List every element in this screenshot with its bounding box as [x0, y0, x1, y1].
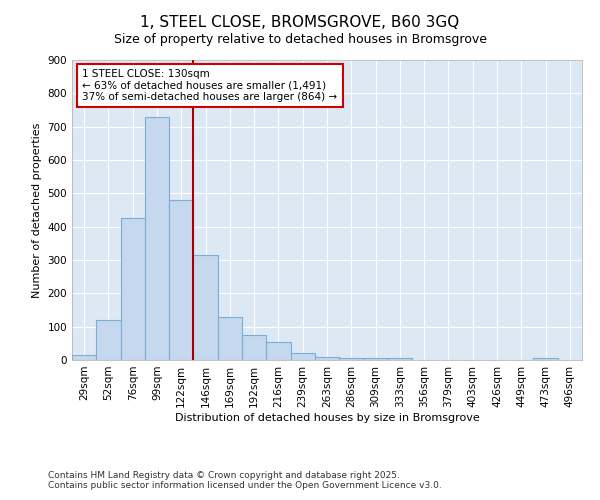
Bar — [72, 355, 96, 360]
Bar — [218, 316, 242, 360]
Bar — [266, 342, 290, 360]
Y-axis label: Number of detached properties: Number of detached properties — [32, 122, 42, 298]
Text: Size of property relative to detached houses in Bromsgrove: Size of property relative to detached ho… — [113, 32, 487, 46]
Bar — [290, 354, 315, 360]
Text: 1, STEEL CLOSE, BROMSGROVE, B60 3GQ: 1, STEEL CLOSE, BROMSGROVE, B60 3GQ — [140, 15, 460, 30]
Text: Contains HM Land Registry data © Crown copyright and database right 2025.
Contai: Contains HM Land Registry data © Crown c… — [48, 470, 442, 490]
Bar — [145, 116, 169, 360]
Bar — [533, 358, 558, 360]
Bar — [193, 255, 218, 360]
Bar — [364, 358, 388, 360]
Bar — [315, 356, 339, 360]
Bar — [169, 200, 193, 360]
Bar — [121, 218, 145, 360]
Text: 1 STEEL CLOSE: 130sqm
← 63% of detached houses are smaller (1,491)
37% of semi-d: 1 STEEL CLOSE: 130sqm ← 63% of detached … — [82, 69, 337, 102]
Bar — [388, 358, 412, 360]
X-axis label: Distribution of detached houses by size in Bromsgrove: Distribution of detached houses by size … — [175, 412, 479, 422]
Bar — [96, 320, 121, 360]
Bar — [339, 358, 364, 360]
Bar — [242, 335, 266, 360]
